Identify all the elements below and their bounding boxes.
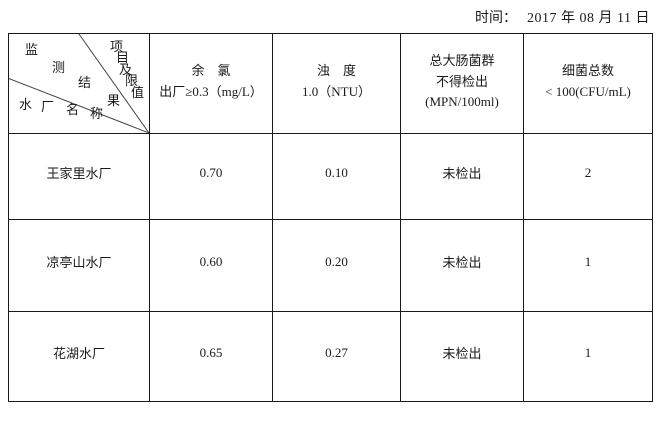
value-cell: 未检出 [400, 219, 524, 312]
value-cell: 1 [523, 219, 653, 312]
diagonal-char: 厂 [41, 99, 55, 114]
plant-name-cell: 凉亭山水厂 [8, 219, 150, 312]
value-cell: 0.20 [272, 219, 401, 312]
diagonal-header-cell: 监 测 结 果 项 目 及 限 值 水 厂 名 称 [8, 33, 150, 134]
col-title: 余 氯 [191, 63, 231, 79]
value-cell: 0.70 [149, 133, 273, 220]
table-row: 王家里水厂 0.70 0.10 未检出 2 [8, 133, 653, 220]
table-row: 凉亭山水厂 0.60 0.20 未检出 1 [8, 219, 653, 312]
col-header-residual-chlorine: 余 氯 出厂≥0.3（mg/L） [149, 33, 273, 134]
col-title: 总大肠菌群 [429, 52, 495, 68]
value-cell: 0.65 [149, 311, 273, 402]
diagonal-char: 限 [125, 73, 139, 88]
report-time-line: 时间： 2017 年 08 月 11 日 [475, 7, 650, 27]
col-header-turbidity: 浊 度 1.0（NTU） [272, 33, 401, 134]
table-row: 花湖水厂 0.65 0.27 未检出 1 [8, 311, 653, 402]
value-cell: 0.27 [272, 311, 401, 402]
time-label: 时间： [475, 11, 518, 26]
col-limit: 1.0（NTU） [302, 84, 371, 99]
value-cell: 1 [523, 311, 653, 402]
diagonal-char: 及 [119, 62, 133, 77]
col-limit: 不得检出 [435, 73, 488, 89]
col-limit: < 100(CFU/mL) [545, 84, 631, 99]
col-title: 浊 度 [316, 63, 356, 79]
value-cell: 未检出 [400, 133, 524, 220]
diagonal-char: 项 [110, 39, 124, 54]
col-header-total-coliform: 总大肠菌群 不得检出 (MPN/100ml) [400, 33, 524, 134]
col-unit: (MPN/100ml) [425, 94, 499, 110]
water-quality-table: 监 测 结 果 项 目 及 限 值 水 厂 名 称 余 氯 出厂≥0.3（mg/… [8, 33, 653, 402]
col-title: 细菌总数 [561, 63, 614, 79]
diagonal-char: 结 [78, 75, 92, 90]
value-cell: 未检出 [400, 311, 524, 402]
header-row: 监 测 结 果 项 目 及 限 值 水 厂 名 称 余 氯 出厂≥0.3（mg/… [8, 33, 653, 134]
diagonal-char: 果 [107, 93, 121, 108]
value-cell: 2 [523, 133, 653, 220]
col-header-bacteria-count: 细菌总数 < 100(CFU/mL) [523, 33, 653, 134]
value-cell: 0.10 [272, 133, 401, 220]
time-value: 2017 年 08 月 11 日 [527, 11, 650, 26]
diagonal-char: 称 [90, 106, 104, 121]
diagonal-char: 目 [116, 50, 130, 65]
diagonal-char: 监 [25, 42, 39, 57]
value-cell: 0.60 [149, 219, 273, 312]
plant-name-cell: 王家里水厂 [8, 133, 150, 220]
col-limit: 出厂≥0.3（mg/L） [159, 84, 263, 99]
diagonal-char: 水 [19, 97, 33, 112]
plant-name-cell: 花湖水厂 [8, 311, 150, 402]
diagonal-divider-lines [9, 34, 149, 133]
diagonal-char: 名 [66, 102, 80, 117]
diagonal-char: 测 [52, 60, 66, 75]
diagonal-char: 值 [131, 85, 145, 100]
